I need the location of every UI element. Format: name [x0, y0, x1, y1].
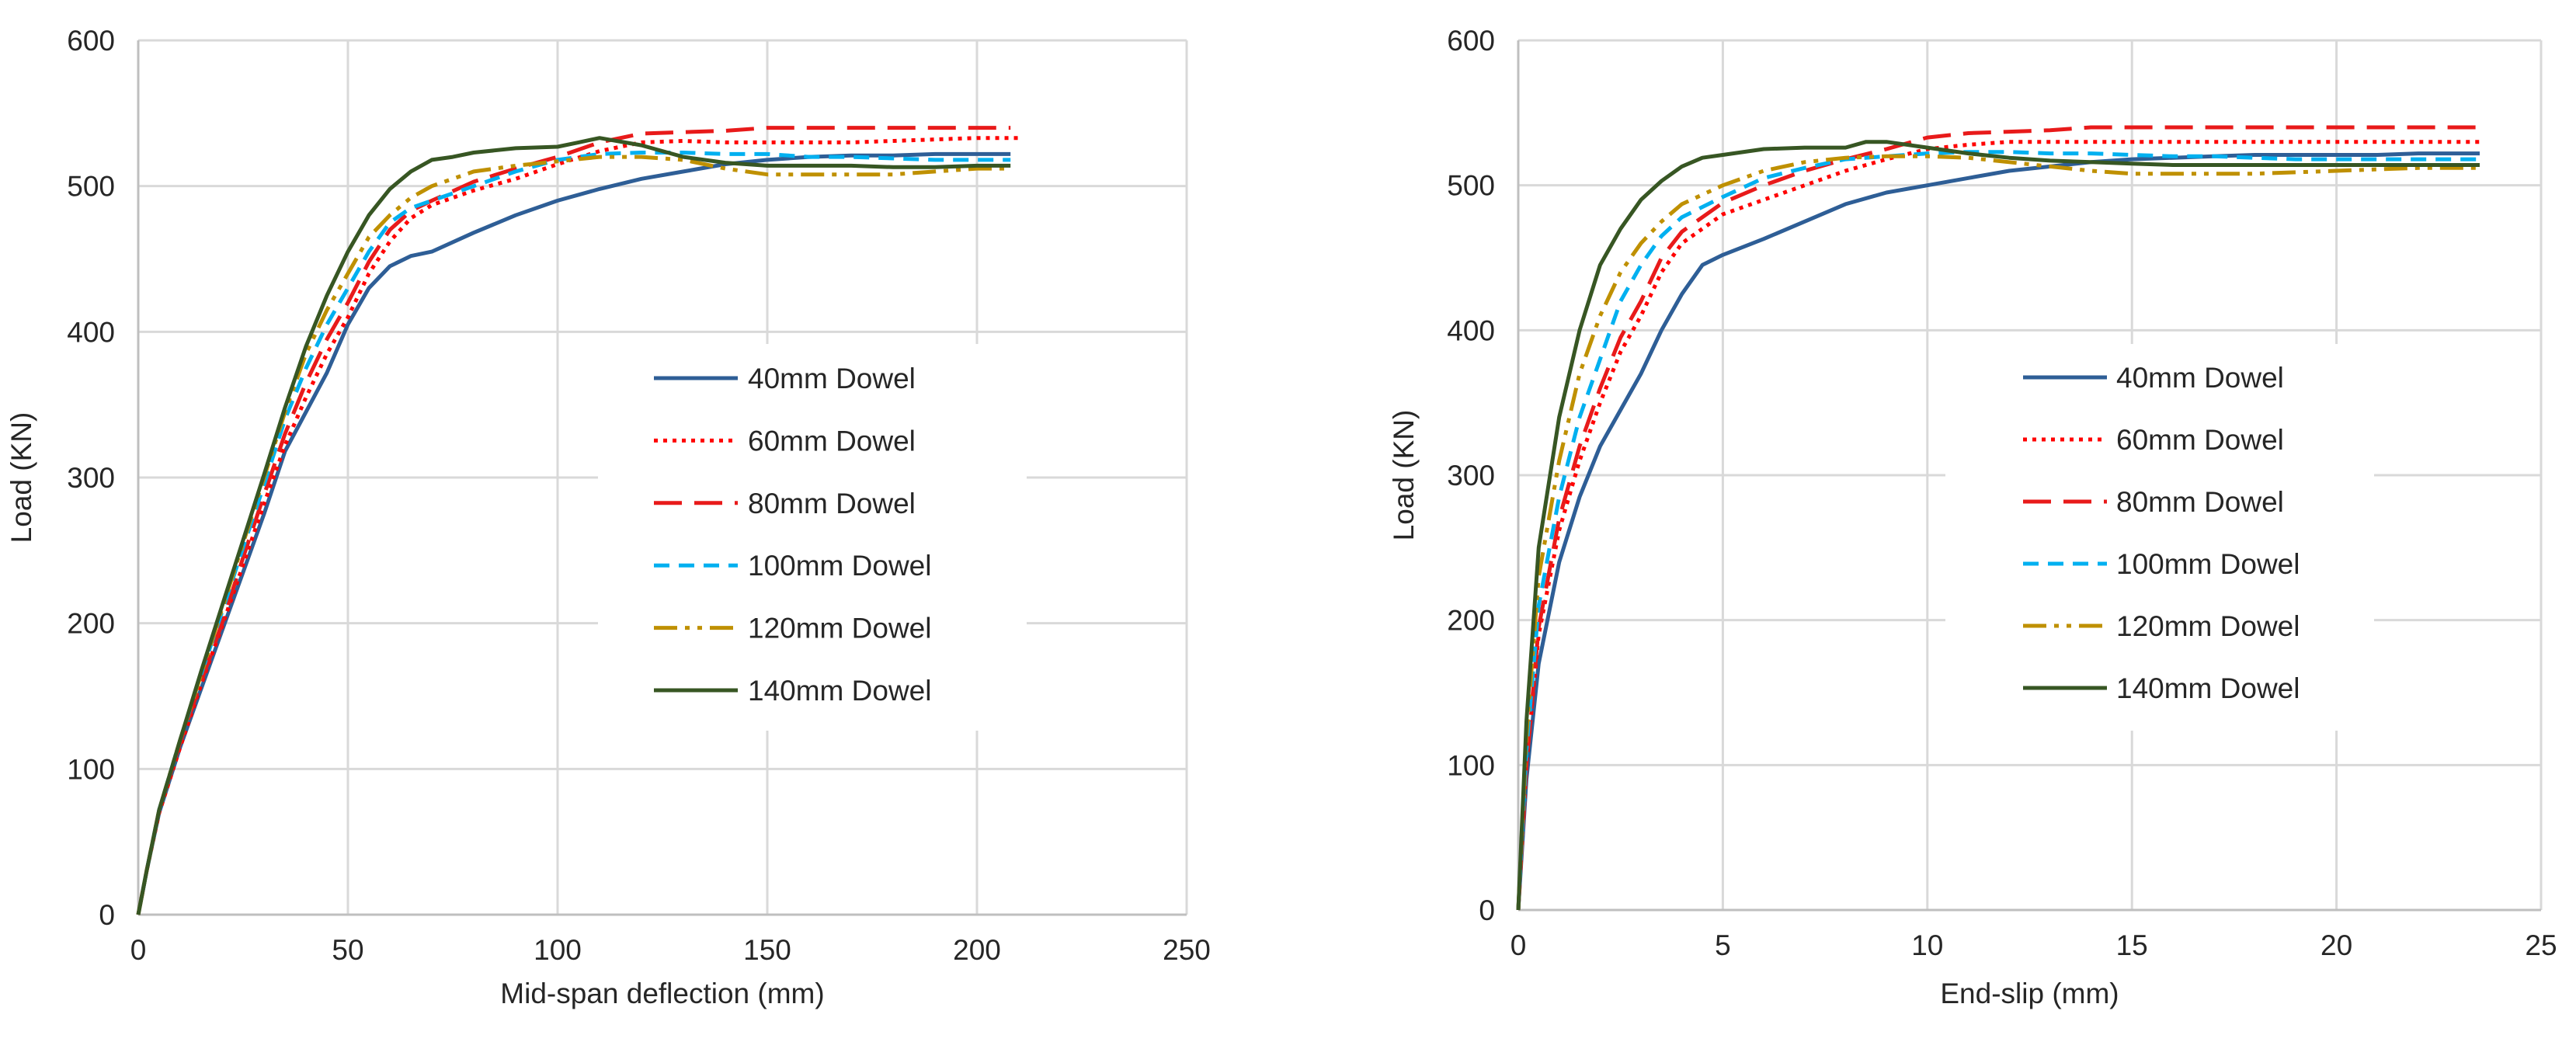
y-tick-label: 500	[67, 171, 115, 203]
y-tick-label: 600	[67, 25, 115, 57]
y-tick-label: 400	[67, 316, 115, 348]
x-tick-label: 50	[332, 934, 363, 966]
x-tick-label: 15	[2116, 929, 2148, 961]
legend-label: 140mm Dowel	[2116, 672, 2300, 704]
series-line-120mm-dowel	[1516, 154, 2480, 911]
legend-label: 100mm Dowel	[2116, 548, 2300, 580]
series-line-120mm-dowel	[136, 155, 1011, 915]
x-tick-label: 100	[534, 934, 582, 966]
legend-label: 40mm Dowel	[2116, 362, 2284, 394]
series-line-140mm-dowel	[1516, 140, 2480, 911]
y-tick-label: 300	[1447, 460, 1495, 491]
y-tick-label: 200	[1447, 605, 1495, 637]
legend-label: 100mm Dowel	[748, 550, 931, 582]
legend-label: 80mm Dowel	[748, 488, 916, 519]
legend-background	[598, 344, 1027, 731]
x-tick-label: 0	[1510, 929, 1527, 961]
y-tick-label: 0	[99, 899, 115, 931]
legend-label: 80mm Dowel	[2116, 486, 2284, 518]
x-tick-label: 25	[2525, 929, 2557, 961]
x-axis-title: Mid-span deflection (mm)	[500, 978, 824, 1009]
legend-label: 60mm Dowel	[748, 425, 916, 457]
x-tick-label: 10	[1911, 929, 1943, 961]
legend-label: 120mm Dowel	[748, 613, 931, 644]
y-tick-label: 100	[1447, 749, 1495, 781]
series-line-60mm-dowel	[1516, 140, 2480, 911]
y-axis-title: Load (KN)	[1388, 410, 1420, 541]
x-tick-label: 20	[2320, 929, 2352, 961]
y-tick-label: 600	[1447, 25, 1495, 57]
x-tick-label: 5	[1715, 929, 1731, 961]
legend-label: 120mm Dowel	[2116, 610, 2300, 642]
x-tick-label: 250	[1163, 934, 1211, 966]
y-tick-label: 500	[1447, 170, 1495, 202]
y-tick-label: 300	[67, 462, 115, 494]
x-tick-label: 150	[743, 934, 791, 966]
y-tick-label: 0	[1479, 894, 1495, 926]
x-tick-label: 200	[953, 934, 1001, 966]
y-tick-label: 200	[67, 608, 115, 640]
legend-label: 140mm Dowel	[748, 675, 931, 707]
x-axis-title: End-slip (mm)	[1940, 978, 2119, 1009]
y-tick-label: 100	[67, 753, 115, 785]
chart-1: 0 100 200 300 400 500 600 0 50 100 150 200 250 Mid-sp…	[5, 25, 1211, 1009]
legend: 40mm Dowel 60mm Dowel 80mm Dowel 100mm Dowe…	[598, 344, 1027, 731]
legend-background	[1945, 344, 2374, 731]
y-tick-label: 400	[1447, 314, 1495, 346]
legend: 40mm Dowel 60mm Dowel 80mm Dowel 100mm Dowe…	[1945, 344, 2374, 731]
legend-label: 60mm Dowel	[2116, 424, 2284, 456]
legend-label: 40mm Dowel	[748, 363, 916, 394]
series-line-140mm-dowel	[136, 136, 1011, 915]
chart-2: 0 100 200 300 400 500 600 0 5 10 15 20 25 End-slip (m…	[1388, 25, 2557, 1009]
series-line-100mm-dowel	[1516, 150, 2480, 911]
x-tick-label: 0	[130, 934, 147, 966]
y-axis-title: Load (KN)	[5, 412, 37, 544]
series-line-40mm-dowel	[1516, 151, 2480, 911]
